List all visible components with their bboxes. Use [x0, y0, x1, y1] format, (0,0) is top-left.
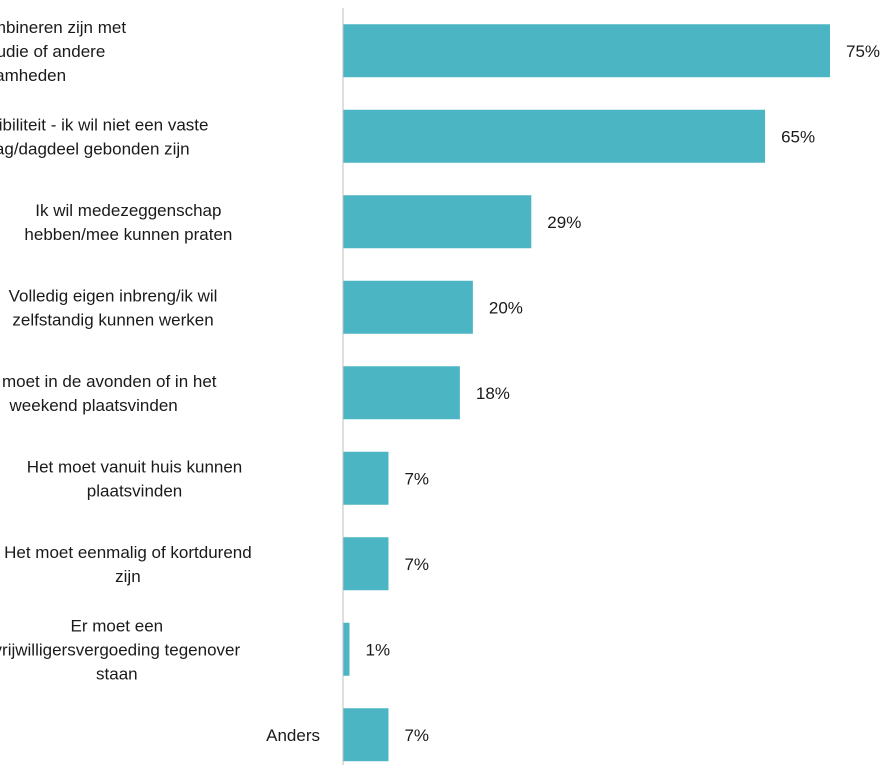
category-label-1: Flexibiliteit - ik wil niet een vaste dag…	[0, 115, 208, 158]
category-labels-layer: Het moet te combineren zijn met mijn werk…	[0, 18, 320, 745]
category-label-0: Het moet te combineren zijn met mijn werk…	[0, 18, 126, 85]
bar-5	[343, 451, 389, 505]
category-label-line: Het moet eenmalig of kortdurend	[4, 543, 252, 562]
bar-4	[343, 366, 460, 420]
category-label-line: Volledig eigen inbreng/ik wil	[9, 286, 218, 305]
category-label-5: Het moet vanuit huis kunnen plaatsvinden	[27, 457, 242, 500]
category-label-line: Er moet een	[71, 616, 164, 635]
category-label-line: dag/dagdeel gebonden zijn	[0, 139, 190, 158]
value-label-2: 29%	[547, 213, 581, 232]
value-label-5: 7%	[404, 469, 429, 488]
category-label-7: Er moet een vrijwilligersvergoeding tegen…	[0, 616, 240, 683]
category-label-line: mijn werk, studie of andere	[0, 42, 105, 61]
category-label-line: Het moet vanuit huis kunnen	[27, 457, 242, 476]
category-label-line: Het moet in de avonden of in het	[0, 372, 217, 391]
category-label-2: Ik wil medezeggenschap hebben/mee kunnen …	[24, 201, 232, 244]
category-label-line: Het moet te combineren zijn met	[0, 18, 126, 37]
bar-3	[343, 280, 473, 334]
category-label-line: staan	[96, 664, 138, 683]
bar-6	[343, 537, 389, 591]
category-label-line: hebben/mee kunnen praten	[24, 225, 232, 244]
category-label-8: Anders	[266, 726, 320, 745]
value-label-4: 18%	[476, 384, 510, 403]
category-label-line: Anders	[266, 726, 320, 745]
bar-8	[343, 708, 389, 762]
bar-0	[343, 24, 830, 78]
category-label-line: Ik wil medezeggenschap	[35, 201, 221, 220]
bar-7	[343, 622, 350, 676]
category-label-3: Volledig eigen inbreng/ik wil zelfstandig…	[9, 286, 218, 329]
value-labels-layer: 75% 65% 29% 20% 18% 7% 7% 1% 7%	[365, 42, 880, 745]
category-label-line: zelfstandig kunnen werken	[12, 310, 213, 329]
value-label-0: 75%	[846, 42, 880, 61]
category-label-line: zijn	[115, 567, 141, 586]
category-label-4: Het moet in de avonden of in het weekend …	[0, 372, 217, 415]
value-label-1: 65%	[781, 127, 815, 146]
category-label-line: plaatsvinden	[87, 481, 182, 500]
category-label-line: vrijwilligersvergoeding tegenover	[0, 640, 240, 659]
category-label-line: werkzaamheden	[0, 66, 66, 85]
category-label-line: Flexibiliteit - ik wil niet een vaste	[0, 115, 208, 134]
bar-2	[343, 195, 532, 249]
category-label-6: Het moet eenmalig of kortdurend zijn	[4, 543, 252, 586]
value-label-3: 20%	[489, 298, 523, 317]
category-label-line: weekend plaatsvinden	[9, 396, 178, 415]
value-label-8: 7%	[404, 726, 429, 745]
value-label-6: 7%	[404, 555, 429, 574]
bars-layer	[343, 24, 830, 762]
bar-1	[343, 109, 766, 163]
value-label-7: 1%	[365, 640, 390, 659]
